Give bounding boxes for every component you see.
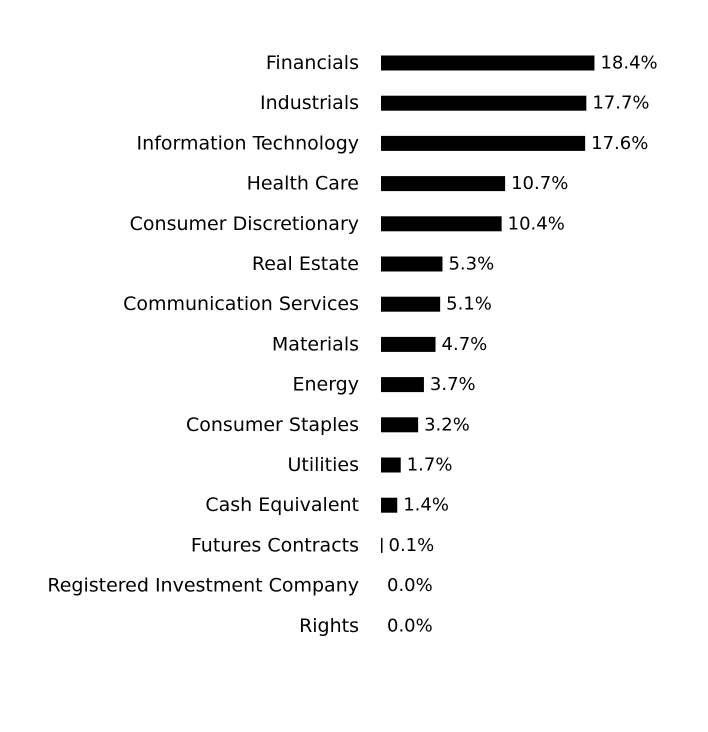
category-labels: Financials Industrials Information Technol… (47, 52, 359, 637)
bar-consumer-discretionary (381, 216, 502, 232)
bar-cash-equivalent (381, 497, 398, 513)
bar-real-estate (381, 256, 443, 272)
category-label-industrials: Industrials (260, 92, 359, 114)
bar-energy (381, 377, 424, 393)
value-label-registered-investment-company: 0.0% (387, 575, 433, 596)
value-label-consumer-discretionary: 10.4% (508, 213, 565, 234)
category-label-consumer-staples: Consumer Staples (186, 414, 359, 436)
category-label-registered-investment-company: Registered Investment Company (47, 575, 359, 597)
category-label-futures-contracts: Futures Contracts (191, 534, 359, 556)
value-label-consumer-staples: 3.2% (424, 414, 470, 435)
bar-consumer-staples (381, 417, 419, 433)
bar-industrials (381, 95, 587, 111)
category-label-energy: Energy (292, 374, 359, 396)
value-label-materials: 4.7% (442, 334, 488, 355)
bars (381, 55, 595, 553)
category-label-materials: Materials (272, 333, 359, 355)
category-label-consumer-discretionary: Consumer Discretionary (130, 213, 359, 235)
category-label-cash-equivalent: Cash Equivalent (205, 494, 359, 516)
bar-materials (381, 336, 436, 352)
value-label-energy: 3.7% (430, 374, 476, 395)
bar-utilities (381, 457, 401, 473)
value-label-industrials: 17.7% (592, 93, 649, 114)
value-label-financials: 18.4% (600, 53, 657, 74)
value-label-health-care: 10.7% (511, 173, 568, 194)
category-label-health-care: Health Care (247, 173, 359, 195)
category-label-real-estate: Real Estate (252, 253, 359, 275)
category-label-utilities: Utilities (287, 454, 359, 476)
bar-communication-services (381, 296, 441, 312)
bar-futures-contracts (381, 537, 383, 553)
value-label-cash-equivalent: 1.4% (403, 495, 449, 516)
bar-health-care (381, 176, 506, 192)
value-labels: 18.4% 17.7% 17.6% 10.7% 10.4% 5.3% 5.1% 4.7% 3.7… (387, 53, 658, 637)
value-label-futures-contracts: 0.1% (389, 535, 435, 556)
value-label-rights: 0.0% (387, 615, 433, 636)
category-label-financials: Financials (266, 52, 359, 74)
category-label-communication-services: Communication Services (123, 293, 359, 315)
category-label-information-technology: Information Technology (137, 132, 359, 154)
bar-information-technology (381, 135, 586, 151)
value-label-utilities: 1.7% (407, 455, 453, 476)
value-label-real-estate: 5.3% (448, 254, 494, 275)
value-label-communication-services: 5.1% (446, 294, 492, 315)
category-label-rights: Rights (299, 615, 359, 637)
value-label-information-technology: 17.6% (591, 133, 648, 154)
bar-financials (381, 55, 595, 71)
